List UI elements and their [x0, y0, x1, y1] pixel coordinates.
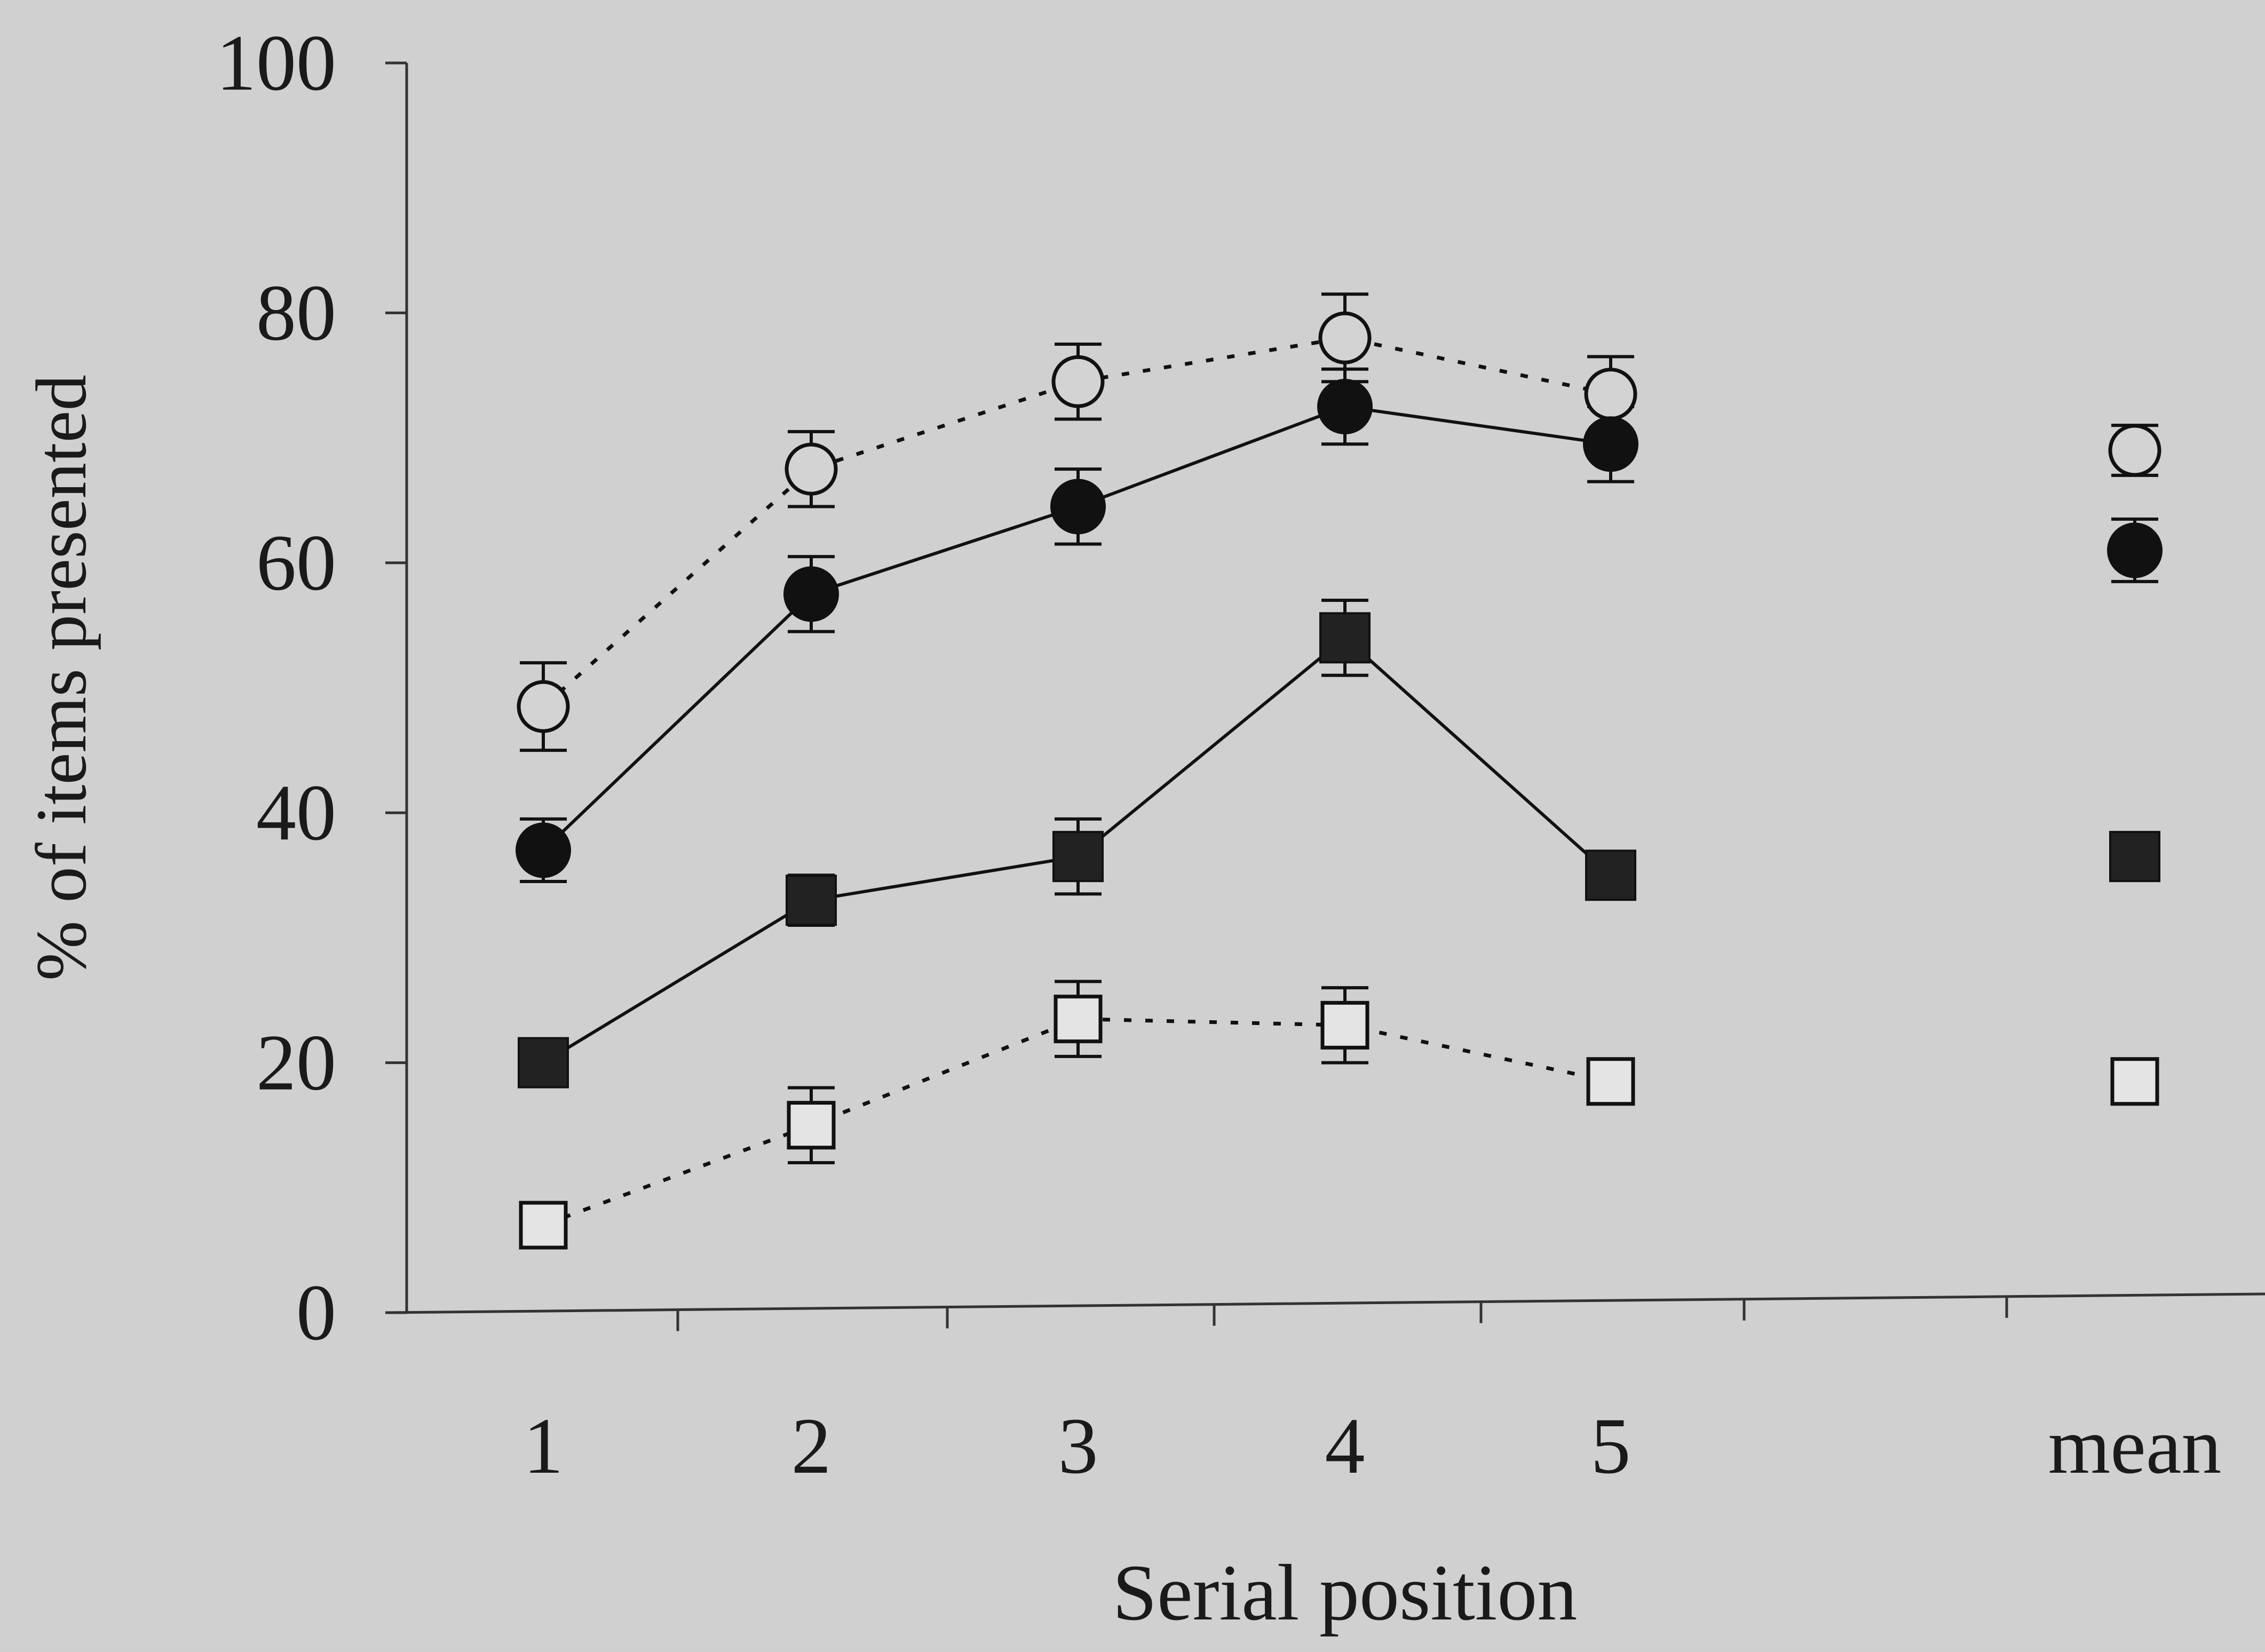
series-4-point-mean-marker [2110, 1057, 2159, 1106]
series-4-point-5-marker [1586, 1057, 1635, 1106]
x-tick-label-4: 4 [1325, 1402, 1365, 1490]
y-tick-label-0: 0 [296, 1268, 336, 1357]
x-tick-label-1: 1 [524, 1402, 564, 1490]
series-2-point-1-marker [516, 822, 571, 878]
series-3-point-1-marker [518, 1037, 569, 1089]
series-3-point-3-marker [1052, 831, 1104, 883]
series-1-point-4-marker [1318, 311, 1372, 364]
y-tick-label-100: 100 [216, 19, 336, 107]
x-tick-label-3: 3 [1058, 1402, 1098, 1490]
series-4-point-1-marker [519, 1201, 568, 1250]
series-2-point-3-marker [1050, 479, 1106, 535]
series-2-point-mean-marker [2107, 522, 2163, 578]
series-1-point-3-marker [1051, 355, 1105, 408]
y-axis-title: % of items presented [22, 375, 101, 981]
series-1-line [542, 336, 1611, 708]
x-axis-line [385, 1292, 2265, 1314]
series-3-point-2-marker [786, 875, 837, 926]
axes [385, 63, 2265, 1314]
x-axis-title: Serial position [1113, 1548, 1578, 1637]
series-1-point-1-marker [517, 680, 570, 733]
data-markers [516, 311, 2163, 1250]
x-tick-label-2: 2 [791, 1402, 831, 1490]
error-bars [520, 292, 2158, 1240]
series-1-point-2-marker [785, 442, 838, 496]
axis-ticks: 0 20 40 60 80 100 1 2 3 4 5 mean [216, 19, 2221, 1490]
series-2-point-2-marker [783, 566, 839, 622]
x-tick-label-5: 5 [1591, 1402, 1631, 1490]
x-tick-label-mean: mean [2048, 1402, 2222, 1490]
series-1-point-mean-marker [2108, 424, 2161, 477]
series-1-point-5-marker [1584, 368, 1637, 421]
series-3-point-5-marker [1585, 849, 1636, 901]
series-3-point-4-marker [1319, 612, 1371, 664]
series-2-point-5-marker [1583, 416, 1638, 472]
y-tick-label-60: 60 [256, 519, 336, 607]
series-4-point-2-marker [787, 1101, 836, 1150]
y-tick-label-20: 20 [256, 1019, 336, 1107]
series-3-point-mean-marker [2109, 831, 2160, 883]
y-tick-label-80: 80 [256, 268, 336, 357]
series-4-point-3-marker [1054, 995, 1103, 1044]
y-tick-label-40: 40 [256, 768, 336, 857]
series-2-point-4-marker [1317, 379, 1373, 435]
series-4-point-4-marker [1320, 1000, 1369, 1050]
